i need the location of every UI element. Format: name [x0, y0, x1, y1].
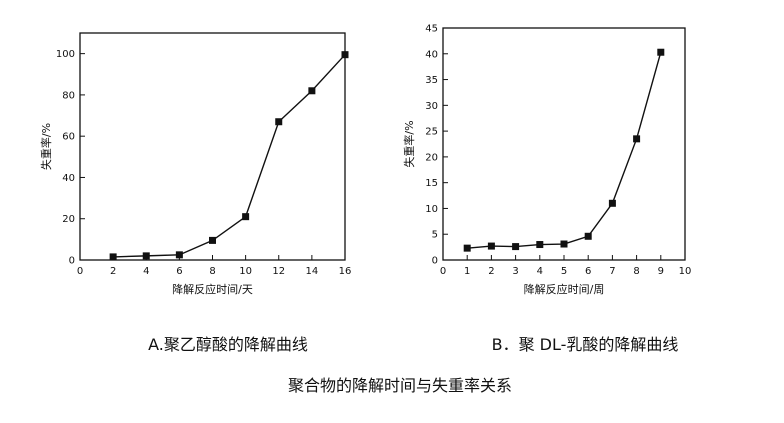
- chart-b: 0 1 2 3 4 5 6 7 8 9 10051015202530354045降解反应时间/周失重…: [402, 24, 691, 297]
- data-point: [341, 51, 349, 59]
- x-tick-label: 4: [143, 266, 149, 277]
- x-tick-label: 8: [633, 266, 639, 277]
- figure-title: 聚合物的降解时间与失重率关系: [288, 376, 512, 395]
- x-tick-label: 10: [679, 266, 692, 277]
- y-tick-label: 30: [425, 101, 438, 112]
- y-tick-label: 20: [62, 214, 75, 225]
- data-point: [584, 232, 592, 240]
- y-tick-label: 80: [62, 90, 75, 101]
- data-point: [512, 243, 520, 251]
- caption-b: B．聚 DL-乳酸的降解曲线: [492, 335, 679, 354]
- data-point: [142, 252, 150, 260]
- y-axis-label: 失重率/%: [39, 123, 53, 170]
- y-axis-label: 失重率/%: [402, 120, 416, 167]
- x-tick-label: 10: [239, 266, 252, 277]
- y-tick-label: 10: [425, 204, 438, 215]
- x-tick-label: 14: [306, 266, 319, 277]
- x-tick-label: 0: [77, 266, 83, 277]
- y-tick-label: 20: [425, 152, 438, 163]
- y-tick-label: 5: [432, 230, 438, 241]
- y-tick-label: 0: [69, 256, 75, 267]
- y-tick-label: 0: [432, 256, 438, 267]
- data-point: [536, 241, 544, 249]
- y-tick-label: 45: [425, 24, 438, 35]
- y-tick-label: 25: [425, 127, 438, 138]
- data-point: [608, 199, 616, 207]
- plot-frame: [79, 32, 346, 261]
- caption-a: A.聚乙醇酸的降解曲线: [148, 335, 308, 354]
- x-tick-label: 12: [272, 266, 285, 277]
- y-tick-label: 15: [425, 178, 438, 189]
- series-line: [467, 52, 662, 249]
- data-point: [308, 87, 316, 95]
- y-tick-label: 40: [425, 49, 438, 60]
- data-point: [487, 242, 495, 250]
- data-point: [560, 240, 568, 248]
- data-point: [109, 253, 117, 261]
- series-line: [113, 54, 346, 258]
- data-point: [242, 213, 250, 221]
- x-tick-label: 3: [512, 266, 518, 277]
- x-tick-label: 2: [110, 266, 116, 277]
- x-tick-label: 16: [339, 266, 352, 277]
- x-tick-label: 6: [585, 266, 591, 277]
- data-point: [463, 244, 471, 252]
- x-tick-label: 8: [209, 266, 215, 277]
- x-tick-label: 0: [440, 266, 446, 277]
- x-tick-label: 7: [609, 266, 615, 277]
- x-tick-label: 9: [658, 266, 664, 277]
- x-tick-label: 2: [488, 266, 494, 277]
- y-tick-label: 60: [62, 132, 75, 143]
- x-tick-label: 5: [561, 266, 567, 277]
- chart-a: 0 2 4 6 8 10 12 14 16 0 20 40 60 80 100 降解反应时间/天 失重率/%: [39, 32, 352, 296]
- plot-frame: [442, 27, 686, 261]
- data-point: [275, 118, 283, 126]
- y-tick-label: 35: [425, 75, 438, 86]
- data-point: [657, 48, 665, 56]
- data-point: [175, 251, 183, 259]
- x-tick-label: 4: [537, 266, 543, 277]
- y-tick-label: 100: [56, 49, 75, 60]
- x-tick-label: 1: [464, 266, 470, 277]
- x-tick-label: 6: [176, 266, 182, 277]
- x-axis-label: 降解反应时间/周: [524, 282, 605, 296]
- y-tick-label: 40: [62, 173, 75, 184]
- x-axis-label: 降解反应时间/天: [172, 282, 253, 296]
- data-point: [209, 236, 216, 244]
- data-point: [633, 135, 641, 143]
